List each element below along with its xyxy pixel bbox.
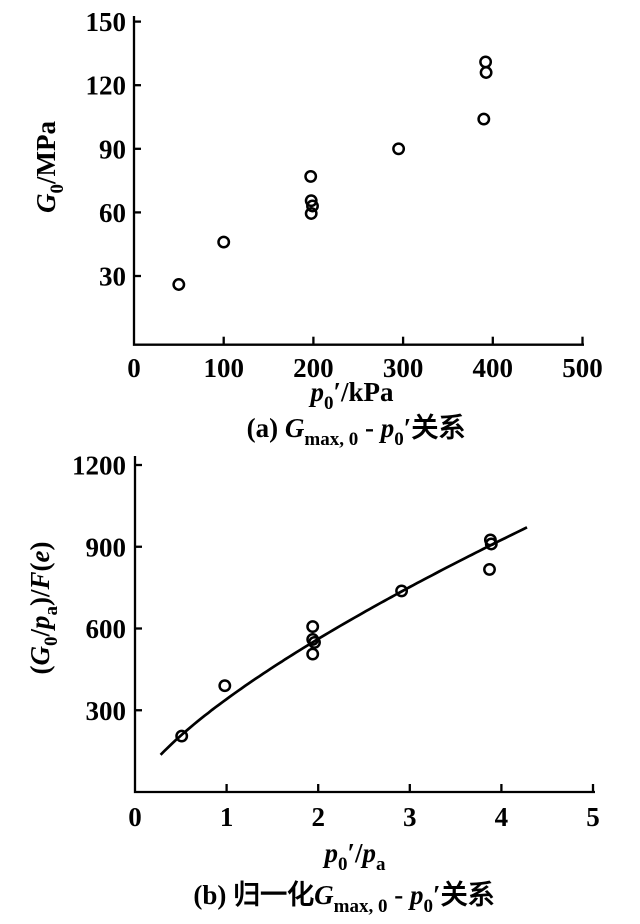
y-tick-label: 120 <box>86 71 127 101</box>
y-tick-label: 900 <box>86 532 127 562</box>
y-tick-label: 150 <box>86 7 127 37</box>
chart-b-normalized-gmax-vs-p0: 300 600 900 1200 0 1 2 3 4 5 (G0/pa)/F(e) p0′/pa (b)… <box>25 451 600 918</box>
x-tick-label: 4 <box>495 802 509 832</box>
data-point <box>306 647 320 661</box>
data-point <box>306 199 319 213</box>
data-point <box>477 112 491 126</box>
y-tick-label: 600 <box>86 614 127 644</box>
y-tick-label: 1200 <box>72 451 126 481</box>
x-tick-label: 300 <box>383 353 424 383</box>
data-point <box>308 635 321 649</box>
data-point <box>483 562 496 576</box>
data-point <box>172 278 186 291</box>
y-tick-label: 60 <box>99 198 126 228</box>
chart-caption: (b) 归一化Gmax, 0 - p0′关系 <box>193 880 494 917</box>
data-point <box>304 194 318 208</box>
y-axis-label: (G0/pa)/F(e) <box>25 541 62 674</box>
x-tick-label: 5 <box>586 802 600 832</box>
data-point <box>217 235 231 249</box>
x-tick-label: 0 <box>127 353 141 383</box>
data-point <box>304 207 318 220</box>
x-tick-label: 100 <box>203 353 244 383</box>
y-tick-label: 300 <box>86 696 127 726</box>
x-tick-label: 500 <box>562 353 603 383</box>
chart-caption: (a) Gmax, 0 - p0′关系 <box>247 413 466 450</box>
chart-a-gmax-vs-p0: 30 60 90 120 150 0 100 200 300 400 500 G0/MPa p0′/kP… <box>31 7 603 450</box>
fit-curve <box>159 526 528 756</box>
data-point <box>306 620 320 634</box>
data-point <box>479 66 493 79</box>
x-tick-label: 1 <box>220 802 234 832</box>
data-point <box>304 169 318 183</box>
x-axis-label: p0′/pa <box>322 838 386 875</box>
y-tick-label: 90 <box>99 134 126 164</box>
x-tick-label: 200 <box>293 353 334 383</box>
data-point <box>392 142 406 156</box>
data-point <box>175 729 189 743</box>
x-axis-label: p0′/kPa <box>308 377 394 414</box>
data-point <box>479 55 493 69</box>
data-point <box>395 584 409 598</box>
x-tick-label: 2 <box>311 802 325 832</box>
y-tick-label: 30 <box>99 262 126 292</box>
data-point <box>484 537 498 551</box>
data-point <box>218 679 232 693</box>
y-axis-label: G0/MPa <box>31 121 68 213</box>
x-tick-label: 0 <box>128 802 142 832</box>
axis-frame <box>133 456 595 794</box>
axis-frame <box>132 16 584 346</box>
x-tick-label: 3 <box>403 802 417 832</box>
x-tick-label: 400 <box>473 353 514 383</box>
